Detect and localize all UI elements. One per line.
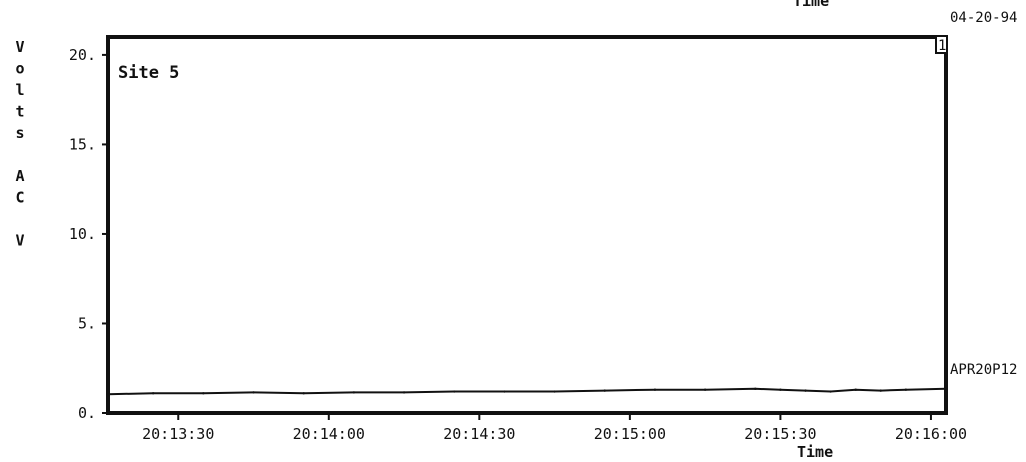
y-axis-label-char: o	[15, 60, 24, 78]
y-tick-label: 15.	[69, 135, 96, 153]
x-tick-label: 20:15:30	[744, 425, 816, 443]
y-tick-label: 5.	[78, 314, 96, 332]
series-point	[402, 391, 406, 394]
date-label: 04-20-94	[950, 10, 1017, 26]
y-axis-label-char: l	[15, 81, 24, 99]
series-point	[503, 390, 506, 393]
series-point	[252, 391, 255, 394]
x-axis-title: Time	[797, 443, 833, 461]
series-point	[151, 392, 155, 395]
y-axis-label-char: t	[15, 103, 24, 121]
x-tick-label: 20:16:00	[895, 425, 967, 443]
series-point	[804, 389, 807, 392]
series-point	[779, 388, 782, 391]
plot-frame	[106, 35, 948, 415]
x-tick-label: 20:14:00	[293, 425, 365, 443]
series-point	[703, 388, 707, 391]
series-point	[754, 387, 757, 391]
x-tick-label: 20:14:30	[443, 425, 515, 443]
series-line	[107, 387, 947, 396]
cursor-marker-label: 1	[938, 38, 946, 54]
series-point	[106, 393, 110, 396]
series-point	[653, 388, 657, 391]
series-points	[106, 387, 948, 396]
series-label: APR20P12	[950, 362, 1017, 378]
y-axis-label-char: C	[15, 189, 24, 207]
y-axis-label-char: s	[15, 124, 24, 142]
x-tick-label: 20:15:00	[594, 425, 666, 443]
y-tick-label: 10.	[69, 225, 96, 243]
y-axis-label-char: A	[15, 167, 24, 185]
y-tick-label: 20.	[69, 46, 96, 64]
series-point	[202, 392, 205, 395]
series-point	[603, 389, 606, 392]
series-point	[904, 388, 908, 391]
chart-title: Site 5	[118, 63, 179, 83]
series-point	[453, 390, 456, 393]
series-point	[944, 387, 948, 391]
y-axis-ticks: 0. 5. 10. 15. 20.	[69, 46, 108, 422]
series-point	[879, 389, 882, 392]
y-axis-label-char: V	[15, 232, 24, 250]
series-point	[854, 388, 857, 391]
series-point	[302, 392, 305, 395]
x-tick-label: 20:13:30	[142, 425, 214, 443]
x-axis-ticks: 20:13:30 20:14:00 20:14:30 20:15:00 20:15:30…	[142, 413, 967, 443]
top-x-axis-title: Time	[793, 0, 829, 10]
series-point	[352, 391, 356, 394]
y-axis-label-char: V	[15, 38, 24, 56]
cursor-marker-box	[935, 35, 948, 54]
series-point	[829, 390, 832, 393]
y-tick-label: 0.	[78, 404, 96, 422]
series-point	[553, 390, 556, 393]
